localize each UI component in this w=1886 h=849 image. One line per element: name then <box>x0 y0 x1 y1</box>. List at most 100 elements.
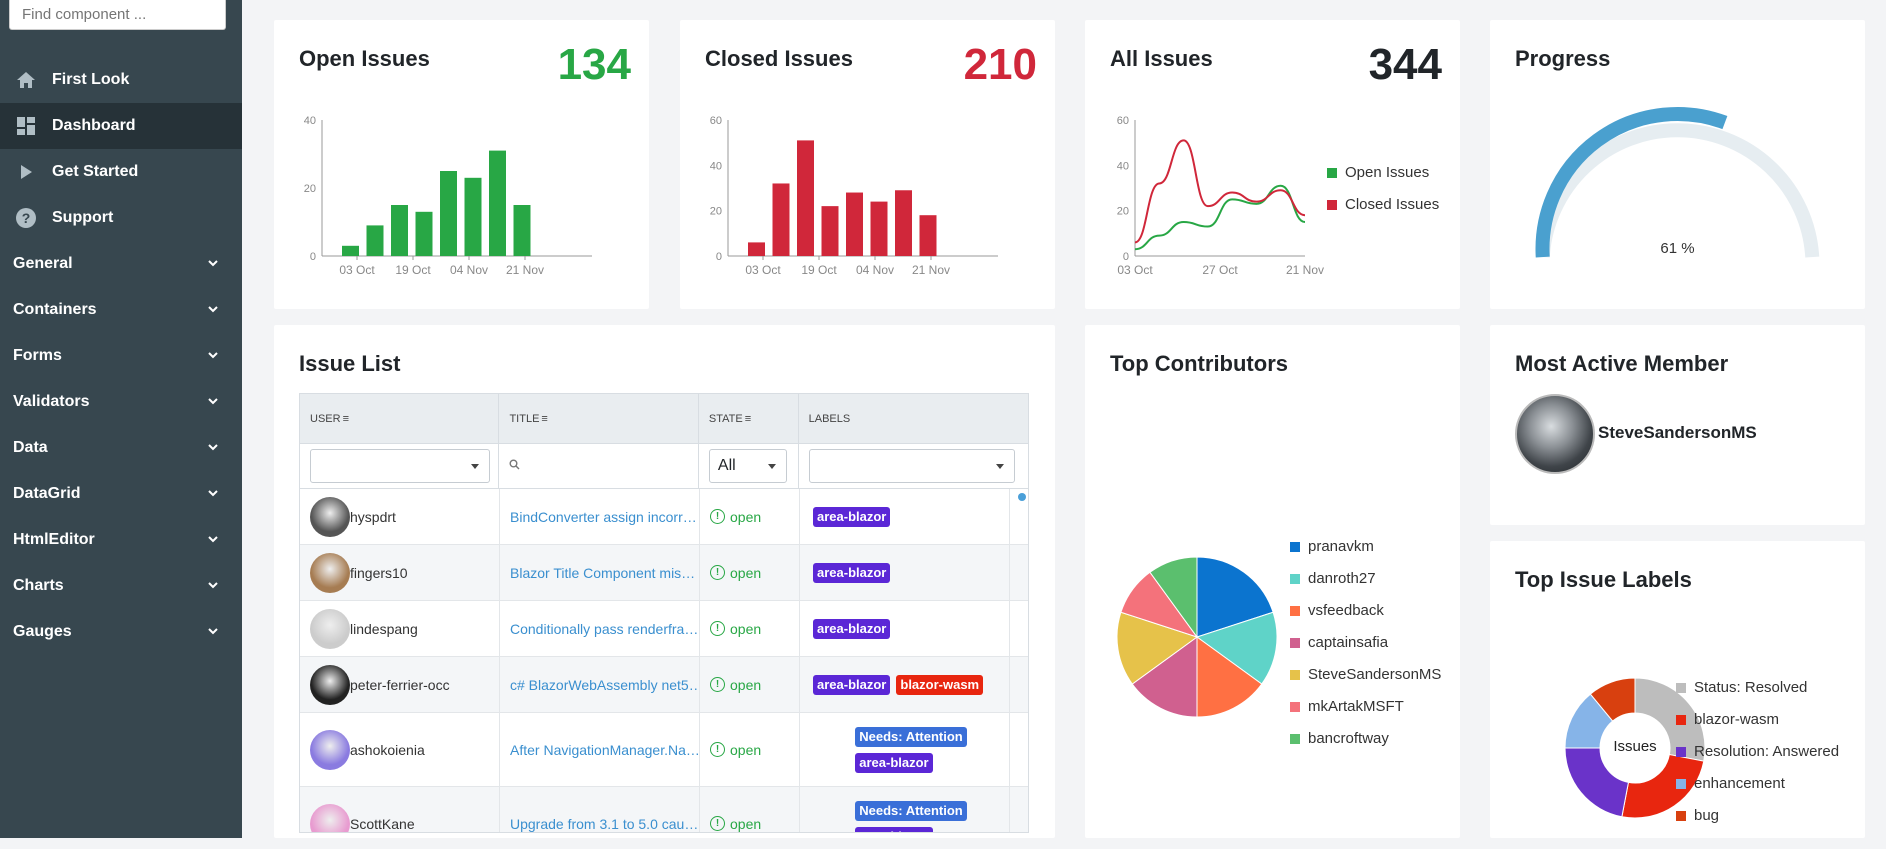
legend-item: bancroftway <box>1290 730 1389 747</box>
user-name: hyspdrt <box>350 508 396 525</box>
sidebar-group-charts[interactable]: Charts <box>0 563 242 609</box>
chevron-down-icon <box>208 347 218 365</box>
chevron-down-icon <box>767 464 776 469</box>
legend-closed-issues: Closed Issues <box>1327 196 1439 213</box>
filter-row: All <box>300 444 1028 489</box>
member-name: SteveSandersonMS <box>1598 423 1757 442</box>
sidebar-group-label: Data <box>13 439 48 456</box>
sidebar-group-validators[interactable]: Validators <box>0 379 242 425</box>
legend-swatch <box>1676 746 1686 757</box>
table-row[interactable]: hyspdrt BindConverter assign incorr…! open… <box>300 489 1028 545</box>
sidebar-item-support[interactable]: ? Support <box>0 195 242 241</box>
scroll-indicator[interactable] <box>1018 493 1026 501</box>
legend-label: enhancement <box>1694 775 1785 792</box>
issue-title-link[interactable]: Upgrade from 3.1 to 5.0 cau… <box>510 815 699 832</box>
avatar <box>310 729 350 770</box>
alert-circle-icon: ! <box>710 816 725 831</box>
sidebar-group-gauges[interactable]: Gauges <box>0 609 242 655</box>
sidebar-item-label: Support <box>52 209 114 226</box>
sort-icon[interactable]: ≡ <box>342 412 349 425</box>
legend-swatch <box>1290 701 1300 712</box>
chevron-down-icon <box>208 255 218 273</box>
y-tick-label: 60 <box>710 115 722 127</box>
legend-swatch <box>1676 778 1686 789</box>
legend-label: captainsafia <box>1308 634 1389 651</box>
sidebar-group-general[interactable]: General <box>0 241 242 287</box>
legend-label: Closed Issues <box>1345 196 1440 213</box>
avatar <box>310 803 350 832</box>
help-icon: ? <box>14 206 38 230</box>
y-tick-label: 60 <box>1117 115 1129 127</box>
title-filter-input[interactable] <box>520 451 691 481</box>
sidebar-item-label: Dashboard <box>52 117 136 134</box>
table-row[interactable]: peter-ferrier-occ c# BlazorWebAssembly ne… <box>300 657 1028 713</box>
donut-slice <box>1589 677 1636 722</box>
x-tick-label: 19 Oct <box>395 263 431 277</box>
sidebar-group-forms[interactable]: Forms <box>0 333 242 379</box>
gauge-track <box>1535 123 1820 258</box>
column-header-title[interactable]: TITLE ≡ <box>499 394 699 443</box>
legend-swatch <box>1676 810 1686 821</box>
chevron-down-icon <box>208 393 218 411</box>
state-text: open <box>730 741 762 758</box>
column-header-state[interactable]: STATE ≡ <box>699 394 799 443</box>
labels-filter-dropdown[interactable] <box>808 449 1015 483</box>
user-name: lindespang <box>350 620 418 637</box>
svg-text:?: ? <box>22 210 31 226</box>
sidebar-group-data[interactable]: Data <box>0 425 242 471</box>
state-filter-dropdown[interactable]: All <box>708 449 787 483</box>
column-header-user[interactable]: USER ≡ <box>300 394 500 443</box>
find-component-input[interactable] <box>9 0 226 30</box>
bar <box>797 140 814 256</box>
y-tick-label: 40 <box>304 115 316 127</box>
table-row[interactable]: ashokoienia After NavigationManager.Na…! o… <box>300 713 1028 787</box>
issue-title-link[interactable]: Blazor Title Component mis… <box>510 564 696 581</box>
pie-slice <box>1116 611 1199 685</box>
sidebar-group-htmleditor[interactable]: HtmlEditor <box>0 517 242 563</box>
chevron-down-icon <box>208 485 218 503</box>
state-filter-value: All <box>717 457 736 474</box>
bar <box>415 211 433 256</box>
sort-icon[interactable]: ≡ <box>541 412 548 425</box>
card-title: Top Issue Labels <box>1515 567 1692 592</box>
x-tick-label: 21 Nov <box>506 263 544 277</box>
issue-title-link[interactable]: c# BlazorWebAssembly net5… <box>510 676 700 693</box>
issue-title-link[interactable]: BindConverter assign incorr… <box>510 508 697 525</box>
legend-swatch <box>1290 733 1300 744</box>
issue-label[interactable]: blazor-wasm <box>896 674 984 695</box>
issue-label[interactable]: area-blazor <box>813 674 891 695</box>
issue-label[interactable]: area-blazor <box>813 562 891 583</box>
issue-label[interactable]: area-blazor <box>813 506 891 527</box>
sort-icon[interactable]: ≡ <box>744 412 752 425</box>
sidebar-group-label: Forms <box>13 347 62 364</box>
table-row[interactable]: fingers10 Blazor Title Component mis…! ope… <box>300 545 1028 601</box>
pie-slice <box>1131 636 1198 718</box>
issue-title-link[interactable]: After NavigationManager.Na… <box>510 741 700 758</box>
legend-swatch <box>1327 167 1337 178</box>
issue-label[interactable]: area-blazor <box>813 618 891 639</box>
issue-list-card: Issue List USER ≡ TITLE ≡ STATE ≡ LABELS Al… <box>274 325 1055 838</box>
sidebar-item-dashboard[interactable]: Dashboard <box>0 103 242 149</box>
sidebar-item-first-look[interactable]: First Look <box>0 57 242 103</box>
user-filter-dropdown[interactable] <box>310 449 490 483</box>
avatar <box>310 664 350 705</box>
sidebar-group-label: Validators <box>13 393 90 410</box>
legend-label: bug <box>1694 807 1720 824</box>
sidebar-item-get-started[interactable]: Get Started <box>0 149 242 195</box>
sidebar-group-containers[interactable]: Containers <box>0 287 242 333</box>
table-row[interactable]: lindespang Conditionally pass renderfra…!… <box>300 601 1028 657</box>
sidebar-group-datagrid[interactable]: DataGrid <box>0 471 242 517</box>
issue-title-link[interactable]: Conditionally pass renderfra… <box>510 620 699 637</box>
legend-item: mkArtakMSFT <box>1290 698 1404 715</box>
x-tick-label: 03 Oct <box>339 263 375 277</box>
legend-item: pranavkm <box>1290 538 1374 555</box>
issue-label[interactable]: area-blazor <box>855 826 933 832</box>
issue-label[interactable]: Needs: Attention <box>855 800 967 821</box>
issue-label[interactable]: Needs: Attention <box>855 726 967 747</box>
state-text: open <box>730 676 762 693</box>
table-row[interactable]: ScottKane Upgrade from 3.1 to 5.0 cau…! op… <box>300 787 1028 832</box>
avatar <box>310 608 350 649</box>
issue-label[interactable]: area-blazor <box>855 752 933 773</box>
avatar <box>310 496 350 537</box>
alert-circle-icon: ! <box>710 509 725 524</box>
